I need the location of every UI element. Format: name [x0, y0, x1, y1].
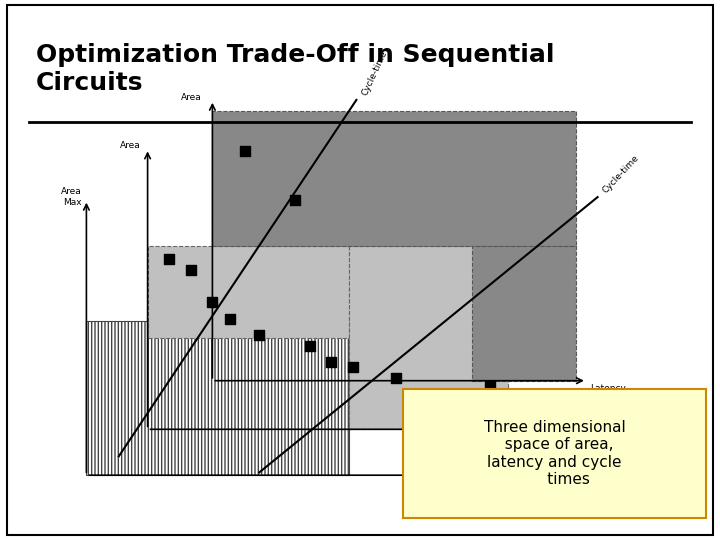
- Text: Area: Area: [181, 93, 202, 102]
- Point: [347, 363, 359, 372]
- Text: Cycle-time: Cycle-time: [360, 49, 389, 97]
- Text: Area: Area: [120, 141, 140, 150]
- FancyBboxPatch shape: [403, 389, 706, 518]
- Bar: [472, 246, 576, 381]
- Text: Latency
Max: Latency Max: [457, 476, 493, 496]
- Bar: [86, 321, 349, 475]
- Point: [207, 298, 218, 307]
- Point: [390, 374, 402, 382]
- Bar: [212, 111, 576, 246]
- Point: [225, 314, 236, 323]
- Text: Optimization Trade-Off in Sequential
Circuits: Optimization Trade-Off in Sequential Cir…: [36, 43, 554, 95]
- Text: Three dimensional
  space of area,
latency and cycle
      times: Three dimensional space of area, latency…: [484, 420, 625, 487]
- Point: [239, 147, 251, 156]
- Point: [484, 382, 495, 390]
- Text: Latency: Latency: [590, 384, 626, 394]
- Bar: [148, 246, 349, 338]
- Text: Area
Max: Area Max: [60, 187, 81, 207]
- Point: [289, 195, 301, 204]
- Text: Latency: Latency: [526, 433, 562, 442]
- Point: [185, 266, 197, 274]
- Point: [253, 330, 265, 339]
- Point: [325, 357, 337, 366]
- Text: Cycle-time: Cycle-time: [601, 154, 641, 195]
- Point: [304, 341, 315, 350]
- Point: [163, 255, 175, 264]
- Bar: [349, 246, 508, 429]
